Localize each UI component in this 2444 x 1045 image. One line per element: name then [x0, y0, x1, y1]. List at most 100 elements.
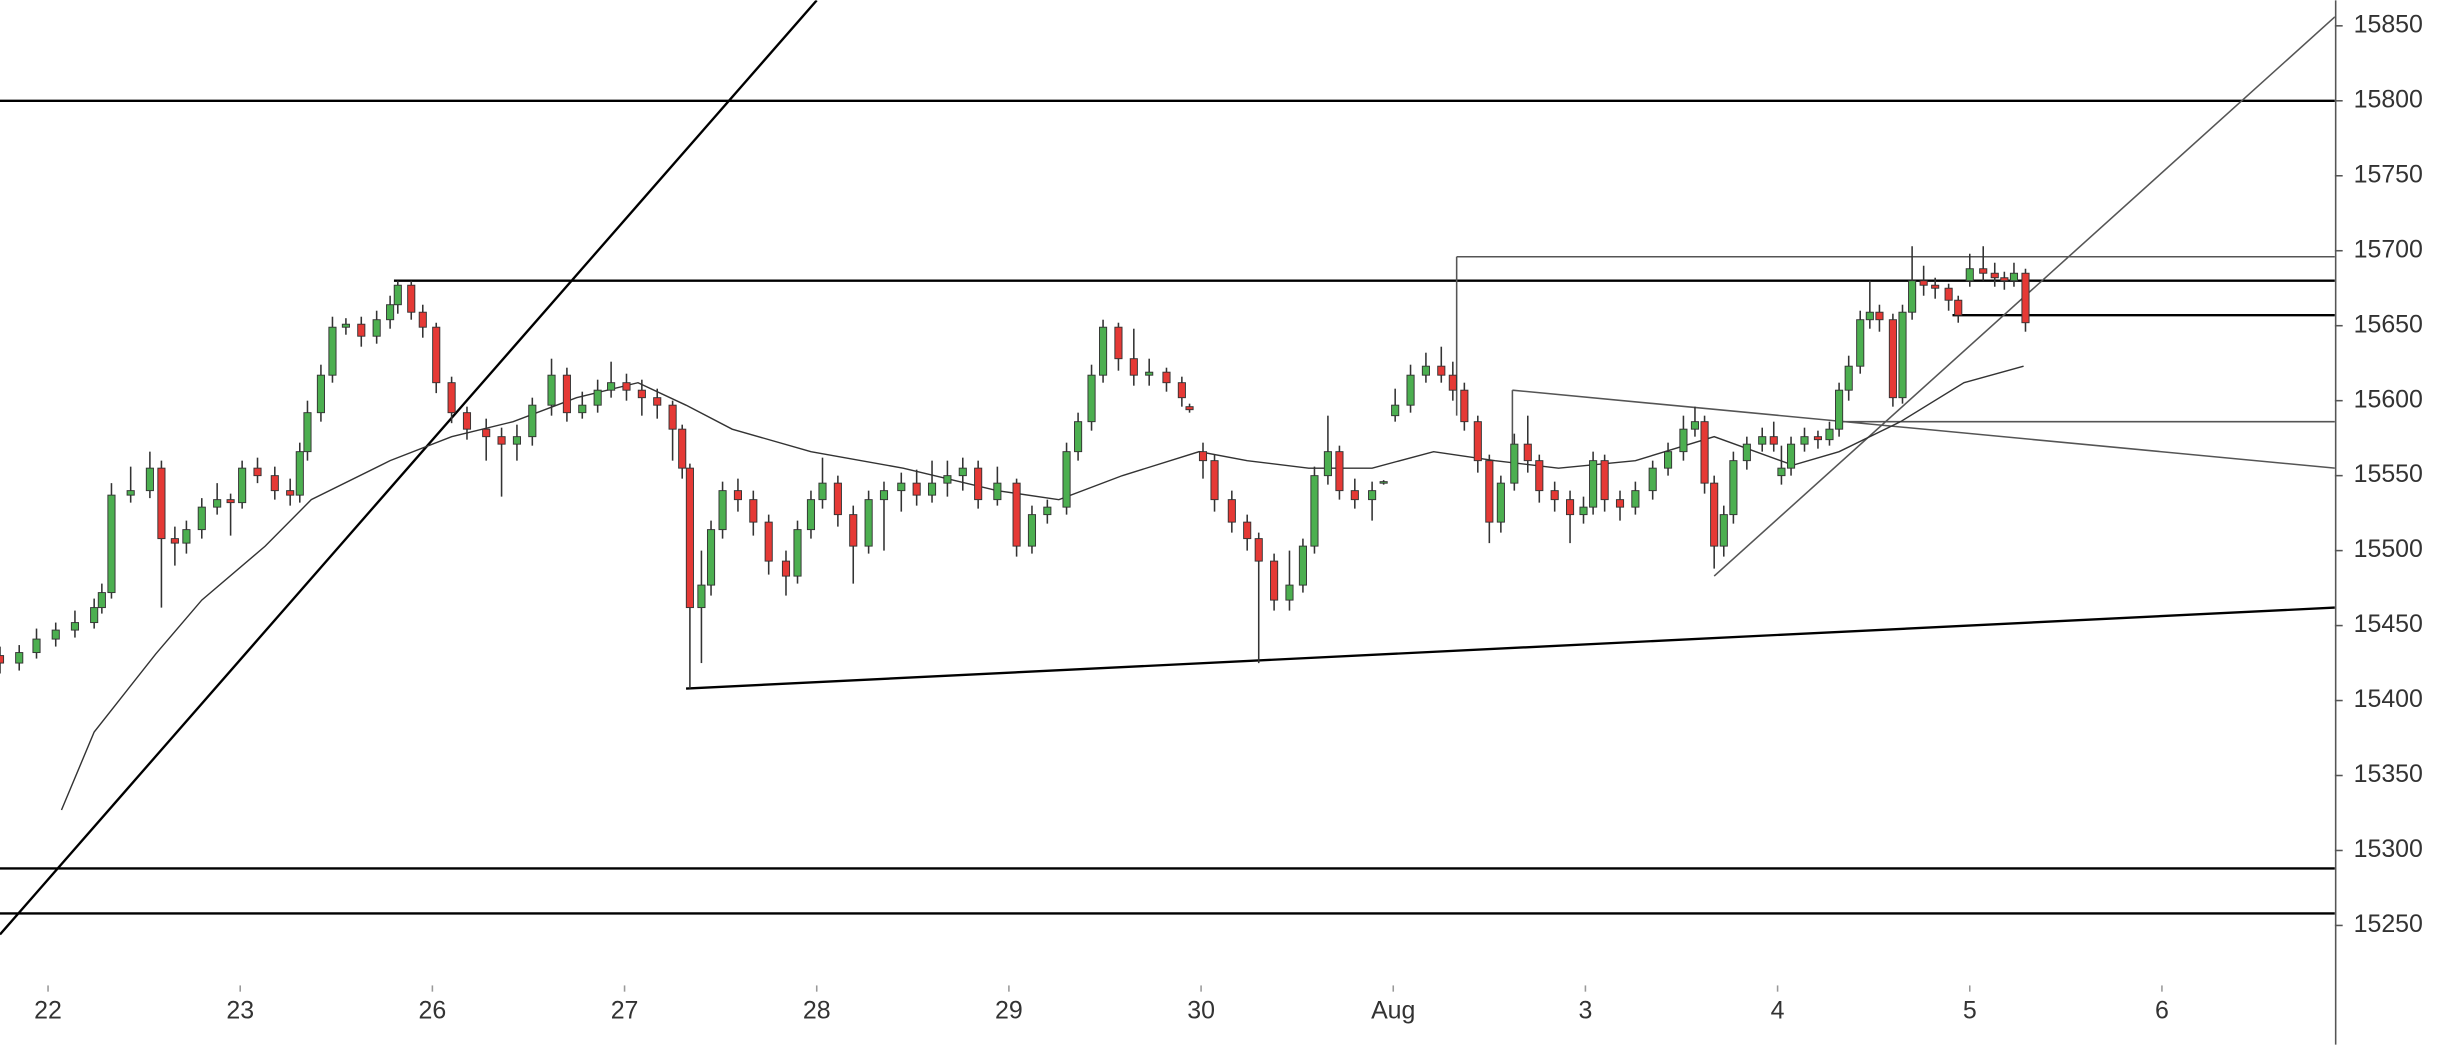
candle-body	[706, 529, 716, 586]
candle-body	[1335, 451, 1344, 492]
candle-body	[781, 560, 791, 577]
candle-body	[1600, 460, 1609, 501]
candle-body	[1931, 284, 1940, 289]
candle-body	[1648, 467, 1657, 492]
candle-body	[213, 499, 222, 508]
candle-body	[943, 475, 952, 484]
candle-body	[286, 490, 295, 496]
candle-body	[864, 499, 873, 547]
candle-body	[993, 482, 1002, 501]
candle-body	[1690, 421, 1700, 430]
candle-body	[482, 428, 491, 438]
x-tick-label: 29	[995, 997, 1023, 1025]
candle-body	[90, 607, 99, 624]
candle-body	[1550, 490, 1559, 501]
candle-body	[1664, 451, 1673, 469]
y-tick-label: 15250	[2354, 910, 2423, 938]
candle-body	[462, 412, 472, 430]
candle-body	[668, 404, 677, 430]
candle-body	[170, 538, 179, 544]
candle-body	[1460, 389, 1469, 423]
candle-body	[1391, 404, 1400, 417]
candle-body	[418, 311, 427, 328]
candle-body	[1615, 499, 1625, 508]
candle-body	[697, 584, 706, 609]
candle-body	[1777, 467, 1786, 477]
candle-body	[1043, 506, 1052, 516]
candle-body	[1710, 482, 1719, 547]
candle-body	[749, 499, 758, 523]
y-tick-label: 15800	[2354, 85, 2423, 113]
candle-body	[1813, 436, 1823, 441]
candle-body	[1523, 443, 1532, 462]
candle-body	[1898, 311, 1907, 399]
candle-body	[107, 494, 116, 594]
x-tick-label: 22	[34, 997, 62, 1025]
candle-body	[897, 482, 906, 492]
candle-body	[1323, 451, 1332, 477]
candle-body	[182, 529, 191, 544]
candle-body	[1510, 443, 1519, 484]
candle-body	[270, 475, 279, 492]
x-tick-label: 27	[611, 997, 639, 1025]
candle-body	[1129, 358, 1138, 376]
candle-body	[357, 323, 366, 337]
trend-line	[0, 0, 818, 936]
candle-body	[879, 490, 889, 501]
candle-body	[1856, 319, 1865, 367]
candle-body	[15, 652, 24, 664]
candle-body	[447, 382, 456, 414]
candle-body	[512, 436, 521, 445]
candle-body	[97, 592, 106, 609]
candle-body	[733, 490, 742, 501]
candle-body	[51, 629, 60, 640]
candle-body	[70, 622, 79, 631]
candle-body	[1888, 319, 1897, 399]
candle-body	[1087, 374, 1096, 423]
y-tick-label: 15400	[2354, 685, 2423, 713]
candle-body	[958, 467, 967, 477]
candle-body	[126, 490, 135, 496]
candle-body	[341, 323, 350, 328]
x-tick-label: 6	[2155, 997, 2169, 1025]
candle-body	[1243, 521, 1252, 540]
candle-body	[2000, 277, 2009, 282]
candle-body	[1835, 389, 1844, 430]
candle-body	[1285, 584, 1294, 601]
candle-body	[1379, 481, 1388, 484]
candle-body	[2021, 272, 2030, 324]
candle-body	[678, 428, 687, 469]
candle-body	[1679, 428, 1688, 453]
candle-body	[497, 436, 506, 445]
candle-body	[1758, 436, 1767, 445]
candle-body	[1406, 374, 1415, 406]
candle-body	[1437, 365, 1446, 376]
candle-body	[1979, 268, 1988, 274]
candle-body	[0, 655, 5, 664]
candle-body	[295, 451, 304, 496]
x-tick-label: 5	[1963, 997, 1977, 1025]
x-tick-label: 28	[803, 997, 831, 1025]
candle-body	[432, 326, 441, 384]
candle-body	[1742, 443, 1751, 462]
candle-body	[1210, 460, 1219, 501]
y-tick-label: 15300	[2354, 835, 2423, 863]
candle-body	[849, 514, 858, 547]
candle-body	[1185, 406, 1194, 411]
candle-body	[1786, 443, 1796, 469]
candle-body	[1589, 460, 1598, 508]
candle-body	[1074, 421, 1083, 453]
candle-body	[1145, 371, 1154, 376]
candle-body	[328, 326, 337, 376]
candle-body	[1825, 428, 1834, 441]
candle-body	[1919, 280, 1928, 286]
y-tick-label: 15600	[2354, 385, 2423, 413]
candle-body	[1368, 490, 1377, 501]
candle-body	[793, 529, 802, 577]
candle-body	[1535, 460, 1544, 492]
x-tick-label: Aug	[1371, 997, 1415, 1025]
y-tick-label: 15700	[2354, 235, 2423, 263]
candle-body	[1990, 272, 1999, 279]
